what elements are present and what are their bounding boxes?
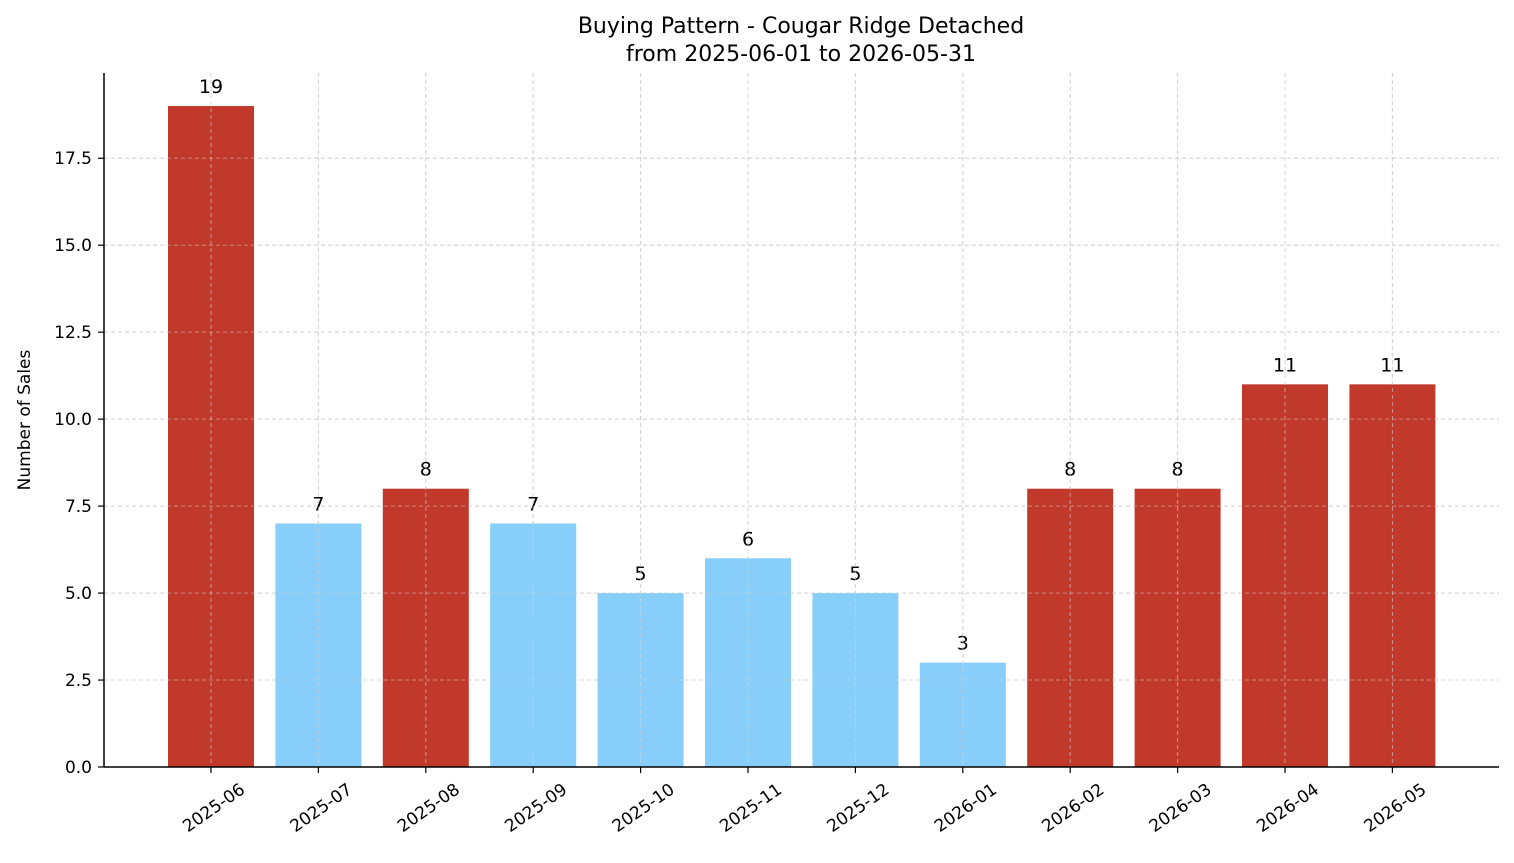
y-tick-label: 0.0: [65, 758, 92, 778]
bar-2025-07: [275, 523, 362, 767]
x-tick-label: 2025-07: [287, 780, 357, 837]
bar-value-label: 8: [1172, 459, 1184, 481]
bars: [168, 106, 1436, 768]
bar-2026-04: [1242, 384, 1328, 767]
bar-value-label: 11: [1273, 354, 1297, 376]
bar-2025-09: [490, 523, 577, 767]
x-tick-label: 2025-10: [609, 780, 679, 837]
y-axis-label: Number of Sales: [15, 349, 35, 490]
y-tick-label: 12.5: [54, 323, 92, 343]
x-tick-label: 2025-11: [716, 780, 786, 837]
x-axis-ticks: 2025-06 2025-07 2025-08 2025-09 2025-10 2025-…: [179, 767, 1430, 837]
x-tick-label: 2025-08: [394, 780, 464, 837]
chart-subtitle: from 2025-06-01 to 2026-05-31: [626, 42, 976, 67]
x-tick-label: 2026-05: [1361, 780, 1431, 837]
bar-value-label: 5: [849, 563, 861, 585]
x-tick-label: 2026-01: [931, 780, 1001, 837]
bar-value-label: 11: [1380, 354, 1404, 376]
bar-2025-06: [168, 106, 254, 768]
y-tick-label: 10.0: [54, 410, 92, 430]
chart-title: Buying Pattern - Cougar Ridge Detached: [578, 14, 1024, 39]
x-tick-label: 2026-04: [1253, 780, 1323, 837]
bar-value-label: 5: [635, 563, 647, 585]
y-tick-label: 15.0: [54, 236, 92, 256]
y-tick-label: 7.5: [65, 497, 92, 517]
bar-2026-01: [919, 662, 1006, 767]
x-tick-label: 2026-03: [1146, 780, 1216, 837]
bar-value-label: 6: [742, 528, 754, 550]
x-tick-label: 2025-06: [179, 780, 249, 837]
bar-value-label: 7: [527, 493, 539, 515]
x-tick-label: 2025-12: [824, 780, 894, 837]
y-tick-label: 5.0: [65, 584, 92, 604]
axes: [103, 73, 1499, 768]
bar-value-label: 8: [420, 459, 432, 481]
bar-value-label: 8: [1064, 459, 1076, 481]
x-tick-label: 2025-09: [501, 780, 571, 837]
bar-2026-05: [1349, 384, 1436, 767]
y-tick-label: 17.5: [54, 149, 92, 169]
y-axis-ticks: 0.0 2.5 5.0 7.5 10.0 12.5 15.0 17.5: [54, 149, 104, 778]
y-tick-label: 2.5: [65, 671, 92, 691]
x-tick-label: 2026-02: [1038, 780, 1108, 837]
bar-value-label: 7: [312, 493, 324, 515]
